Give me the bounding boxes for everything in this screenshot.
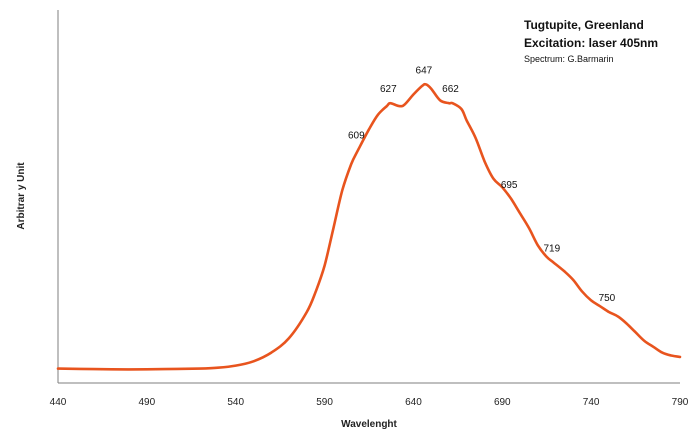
emission-spectrum-line xyxy=(56,82,682,371)
peak-label: 662 xyxy=(442,84,459,95)
chart-credit: Spectrum: G.Barmarin xyxy=(524,54,614,64)
chart-title: Tugtupite, Greenland xyxy=(524,18,644,32)
chart-subtitle: Excitation: laser 405nm xyxy=(524,36,658,50)
peak-labels: 609 627 647 662 695 719 750 xyxy=(348,65,616,304)
peak-label: 627 xyxy=(380,84,397,95)
x-tick-label: 640 xyxy=(405,397,422,408)
x-axis-title: Wavelenght xyxy=(341,419,397,430)
x-tick-label: 790 xyxy=(672,397,689,408)
x-tick-label: 690 xyxy=(494,397,511,408)
y-axis-title: Arbitrar y Unit xyxy=(16,162,27,230)
x-tick-labels: 440 490 540 590 640 690 740 790 xyxy=(50,397,689,408)
x-tick-label: 590 xyxy=(316,397,333,408)
peak-label: 695 xyxy=(501,180,518,191)
x-tick-label: 490 xyxy=(139,397,156,408)
x-tick-label: 540 xyxy=(227,397,244,408)
x-tick-label: 440 xyxy=(50,397,67,408)
peak-label: 647 xyxy=(416,65,433,76)
x-tick-label: 740 xyxy=(583,397,600,408)
peak-label: 750 xyxy=(599,293,616,304)
peak-label: 719 xyxy=(543,244,560,255)
peak-label: 609 xyxy=(348,131,365,142)
